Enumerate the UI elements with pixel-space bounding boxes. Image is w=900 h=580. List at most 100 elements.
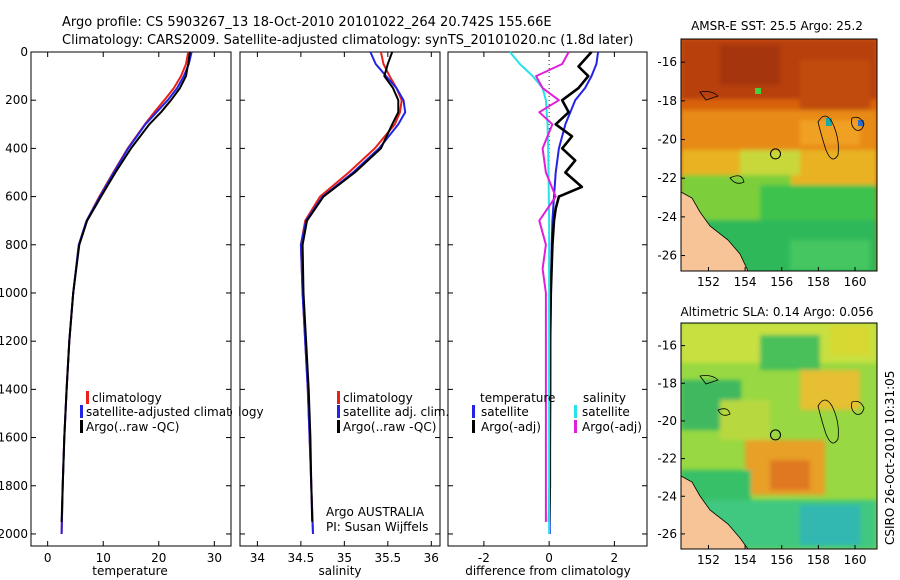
map-y-tick-label: -20 [657, 414, 677, 428]
map-y-tick-label: -18 [657, 376, 677, 390]
footer-agency: Argo AUSTRALIA [326, 505, 425, 519]
legend-label-diff-temp-argo: Argo(-adj) [481, 420, 541, 434]
difference-legend: temperature satellite Argo(-adj) salinit… [472, 391, 642, 434]
map-y-tick-label: -22 [657, 452, 677, 466]
sst-map-ticks: 152 154 156 158 160 -16 -18 -20 -22 -24 -26 [657, 55, 866, 289]
sst-land [681, 192, 748, 271]
legend-clip-mask [232, 395, 239, 435]
series-line-satellite-adj-clim- [299, 51, 407, 535]
legend-label-sal-argo: Argo(..raw -QC) [343, 420, 436, 434]
x-tick-label: 35.5 [374, 551, 401, 565]
salinity-axes-frame [239, 51, 441, 547]
y-tick-label: 800 [5, 238, 28, 252]
x-tick-label: 30 [207, 551, 222, 565]
series-line-argo-raw-qc- [301, 51, 400, 522]
y-tick-label: 1600 [0, 431, 28, 445]
legend-label-climatology: climatology [92, 391, 162, 405]
temperature-axes-frame [30, 51, 232, 547]
legend-label-sal-climatology: climatology [343, 391, 413, 405]
legend-title-temperature: temperature [480, 391, 555, 405]
y-tick-label: 1000 [0, 286, 28, 300]
footer-stamp: CSIRO 26-Oct-2010 10:31:05 [883, 371, 897, 545]
salinity-legend: climatology satellite adj. clim. Argo(..… [337, 391, 449, 434]
sst-reef-outline-3 [699, 91, 719, 101]
legend-label-diff-sal-satellite: satellite [582, 405, 630, 419]
sst-float-marker [770, 148, 781, 160]
footer-pi: PI: Susan Wijffels [326, 520, 428, 534]
legend-swatch-argo [80, 420, 83, 433]
difference-xlabel: difference from climatology [465, 564, 631, 578]
legend-swatch-diff-temp-argo [472, 420, 475, 433]
y-tick-label: 1400 [0, 382, 28, 396]
x-tick-label: -2 [478, 551, 490, 565]
sst-reef-outline-4 [729, 175, 745, 184]
sla-reef-outline-2 [851, 400, 865, 415]
series-line-climatology [299, 51, 403, 535]
temperature-xlabel: temperature [92, 564, 167, 578]
x-tick-label: 35 [337, 551, 352, 565]
x-tick-label: 20 [151, 551, 166, 565]
legend-label-diff-temp-satellite: satellite [481, 405, 529, 419]
map-x-tick-label: 160 [844, 275, 867, 289]
series-line-satellite-adjusted-climatology [60, 51, 193, 535]
y-tick-label: 0 [20, 45, 28, 59]
y-tick-label: 2000 [0, 527, 28, 541]
sla-map-frame [680, 322, 878, 550]
map-y-tick-label: -20 [657, 133, 677, 147]
map-x-tick-label: 158 [807, 275, 830, 289]
series-line-salinity-argo-adj- [535, 51, 570, 522]
legend-label-argo: Argo(..raw -QC) [86, 420, 179, 434]
sla-reef-outline-1 [817, 399, 839, 444]
profile-lines [60, 51, 600, 535]
series-line-argo-raw-qc- [60, 51, 191, 522]
sla-coastline [681, 475, 749, 549]
map-x-tick-label: 152 [697, 553, 720, 567]
sla-map-ticks: 152 154 156 158 160 -16 -18 -20 -22 -24 -26 [657, 339, 866, 567]
sla-map-field [681, 323, 877, 549]
x-tick-label: 2 [611, 551, 619, 565]
y-tick-label: 200 [5, 93, 28, 107]
x-tick-label: 0 [545, 551, 553, 565]
header-line1: Argo profile: CS 5903267_13 18-Oct-2010 … [62, 15, 552, 30]
y-tick-label: 1200 [0, 334, 28, 348]
y-tick-label: 600 [5, 190, 28, 204]
legend-swatch-diff-sal-satellite [574, 405, 577, 418]
legend-swatch-diff-temp-satellite [472, 405, 475, 418]
sla-reef-outline-3 [699, 375, 719, 385]
map-x-tick-label: 156 [770, 553, 793, 567]
map-y-tick-label: -16 [657, 339, 677, 353]
sla-reef-outline-4 [717, 408, 731, 416]
sla-land [681, 476, 748, 549]
legend-swatch-sal-argo [337, 420, 340, 433]
sst-map-title: AMSR-E SST: 25.5 Argo: 25.2 [691, 19, 863, 33]
map-x-tick-label: 156 [770, 275, 793, 289]
salinity-xlabel: salinity [318, 564, 361, 578]
sst-map-frame [680, 38, 878, 272]
x-tick-label: 34 [250, 551, 265, 565]
map-y-tick-label: -26 [657, 249, 677, 263]
legend-swatch-sal-climatology [337, 391, 340, 404]
map-x-tick-label: 160 [844, 553, 867, 567]
x-tick-label: 34.5 [288, 551, 315, 565]
sla-map-title: Altimetric SLA: 0.14 Argo: 0.056 [680, 305, 873, 319]
axis-ticks: 0 10 20 30020040060080010001200140016001800… [0, 45, 647, 565]
map-y-tick-label: -22 [657, 171, 677, 185]
legend-label-satellite-adjusted: satellite-adjusted climatology [86, 405, 264, 419]
legend-swatch-climatology [86, 391, 89, 404]
map-x-tick-label: 152 [697, 275, 720, 289]
map-x-tick-label: 154 [734, 275, 757, 289]
map-y-tick-label: -26 [657, 527, 677, 541]
series-line-temperature-argo-adj- [547, 51, 593, 522]
x-tick-label: 0 [44, 551, 52, 565]
map-y-tick-label: -24 [657, 210, 677, 224]
header-line2: Climatology: CARS2009. Satellite-adjuste… [62, 33, 634, 48]
legend-swatch-diff-sal-argo [574, 420, 577, 433]
legend-swatch-satellite [80, 405, 83, 418]
legend-title-salinity: salinity [583, 391, 626, 405]
sst-reef-outline-1 [817, 115, 839, 160]
x-tick-label: 10 [96, 551, 111, 565]
legend-label-sal-satellite: satellite adj. clim. [343, 405, 449, 419]
y-tick-label: 400 [5, 141, 28, 155]
temperature-legend: climatology satellite-adjusted climatolo… [80, 391, 264, 434]
